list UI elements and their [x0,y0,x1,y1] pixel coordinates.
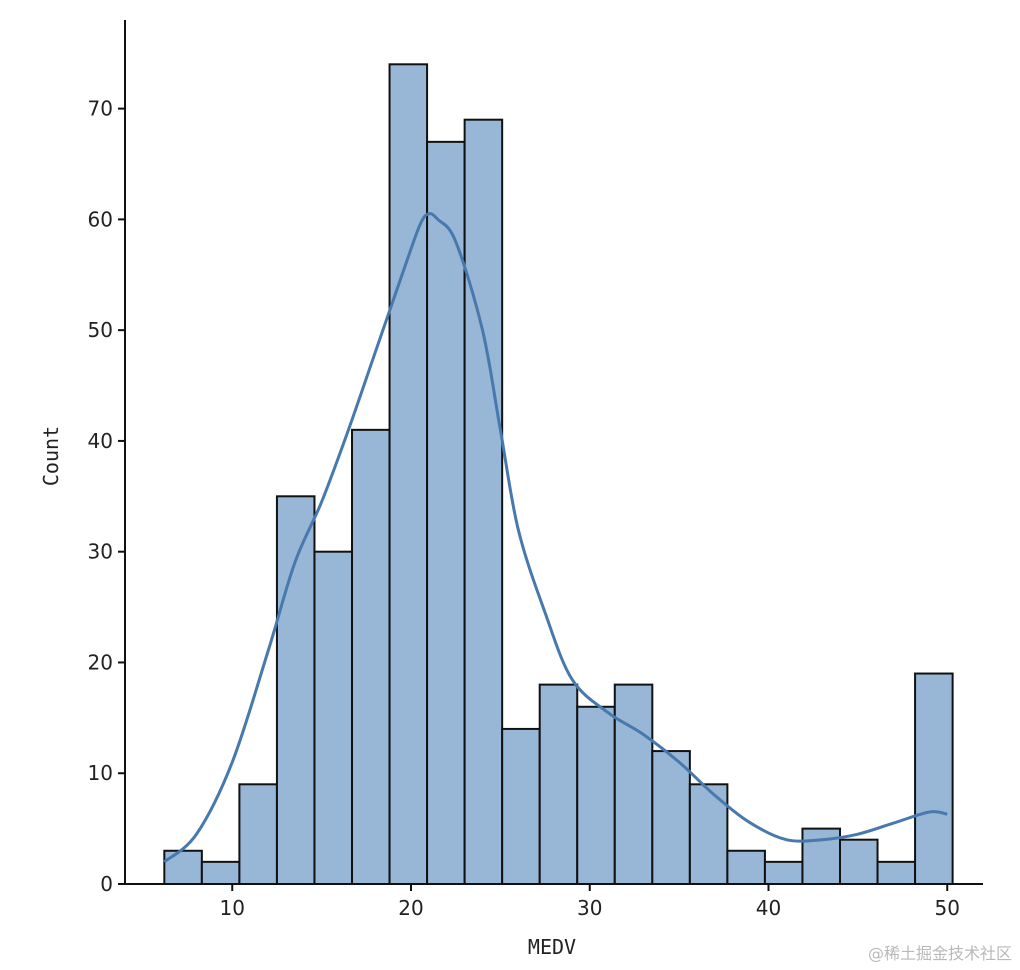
y-tick-label: 50 [88,318,113,342]
y-tick-label: 40 [88,429,113,453]
histogram-bar [388,63,429,886]
histogram-bar [351,428,391,885]
histogram-bar [576,705,616,885]
histogram-bar [463,118,504,885]
watermark: @稀土掘金技术社区 [867,944,1012,963]
y-tick-label: 30 [88,540,113,564]
y-tick-label: 70 [88,97,113,121]
bars-group [163,63,954,886]
histogram-bar [313,550,354,885]
x-tick-label: 40 [756,896,781,920]
y-tick-label: 10 [88,761,113,785]
kde-line [163,212,948,864]
y-tick-label: 60 [88,207,113,231]
x-axis-label: MEDV [528,935,576,959]
x-tick-label: 50 [935,896,960,920]
histogram-bar [238,783,278,885]
x-tick-label: 10 [220,896,245,920]
histogram-bar [839,838,879,886]
histogram-bar [163,849,203,885]
histogram-bar [651,750,691,885]
histogram-bar [613,683,654,885]
histogram-bar [275,495,316,885]
y-ticks: 0 10 20 30 40 50 60 70 [88,97,125,896]
histogram-bar [426,140,466,886]
histogram-bar [726,849,766,885]
x-tick-label: 20 [398,896,423,920]
histogram-bar [763,860,804,885]
histogram-bar [501,727,541,886]
y-tick-label: 0 [100,872,113,896]
y-axis-label: Count [39,426,63,486]
x-tick-label: 30 [577,896,602,920]
histogram-bar [200,860,241,885]
histogram-bar [538,683,579,885]
x-ticks: 10 20 30 40 50 [220,884,960,920]
y-tick-label: 20 [88,650,113,674]
histogram-bar [914,672,954,885]
histogram-bar [876,860,917,885]
